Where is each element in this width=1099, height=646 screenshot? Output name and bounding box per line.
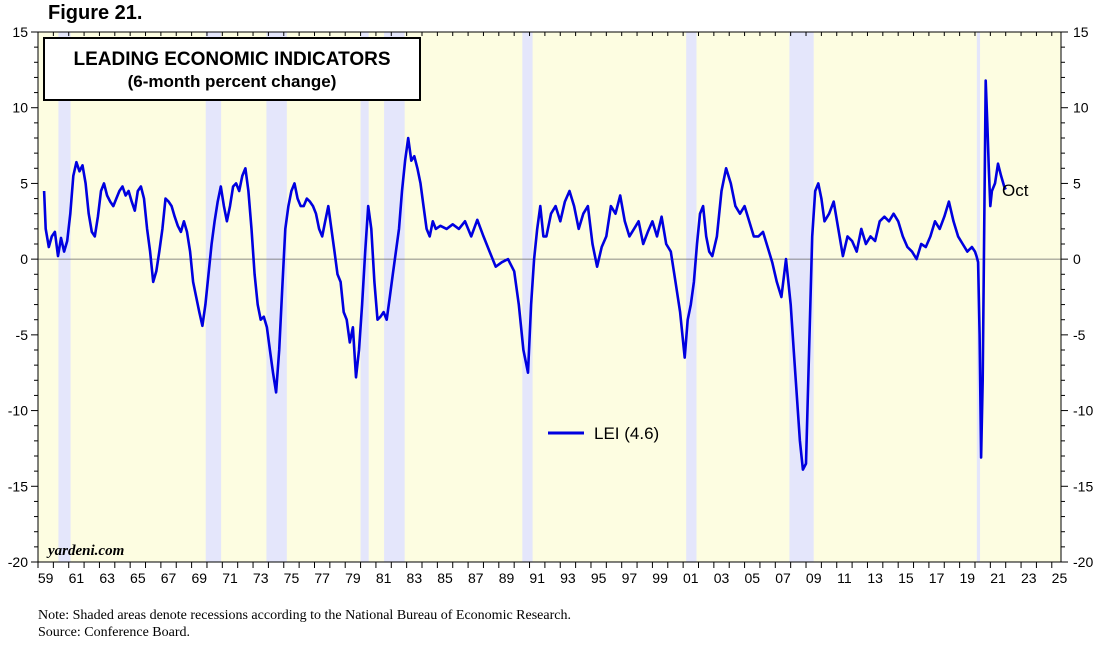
x-tick-label: 63 bbox=[99, 570, 115, 586]
x-tick-label: 19 bbox=[960, 570, 976, 586]
legend-label: LEI (4.6) bbox=[594, 424, 659, 443]
x-tick-label: 21 bbox=[990, 570, 1006, 586]
y-tick-label-left: 5 bbox=[20, 175, 28, 191]
recession-band bbox=[58, 32, 71, 562]
legend: LEI (4.6) bbox=[548, 424, 659, 443]
plot-background bbox=[38, 32, 1061, 562]
figure-label: Figure 21. bbox=[48, 2, 143, 24]
recession-band bbox=[266, 32, 287, 562]
x-tick-label: 61 bbox=[69, 570, 85, 586]
x-tick-label: 81 bbox=[376, 570, 392, 586]
x-tick-label: 07 bbox=[775, 570, 791, 586]
x-tick-label: 05 bbox=[744, 570, 760, 586]
y-tick-label-left: -20 bbox=[8, 554, 28, 570]
y-tick-label-right: -5 bbox=[1073, 327, 1086, 343]
x-tick-label: 67 bbox=[161, 570, 177, 586]
x-tick-label: 77 bbox=[314, 570, 330, 586]
x-tick-label: 25 bbox=[1052, 570, 1068, 586]
x-tick-label: 17 bbox=[929, 570, 945, 586]
y-tick-label-right: -15 bbox=[1073, 478, 1093, 494]
x-tick-label: 95 bbox=[591, 570, 607, 586]
x-axis: 59 61 63 65 67 69 71 73 75 77 79 81 83 85 87 89 91 93 95 97… bbox=[37, 32, 1068, 586]
y-axis-right: -20 -15 -10 -5 0 5 10 15 bbox=[1061, 24, 1093, 570]
y-tick-label-right: 10 bbox=[1073, 100, 1089, 116]
plot-frame bbox=[37, 31, 1062, 563]
x-tick-label: 59 bbox=[38, 570, 54, 586]
y-tick-label-left: 15 bbox=[12, 24, 28, 40]
x-tick-label: 97 bbox=[622, 570, 638, 586]
plot-area bbox=[38, 32, 1061, 562]
y-tick-label-right: 0 bbox=[1073, 251, 1081, 267]
x-tick-label: 01 bbox=[683, 570, 699, 586]
y-tick-label-left: 10 bbox=[12, 100, 28, 116]
x-tick-label: 87 bbox=[468, 570, 484, 586]
x-tick-label: 23 bbox=[1021, 570, 1037, 586]
x-tick-label: 09 bbox=[806, 570, 822, 586]
x-tick-label: 91 bbox=[529, 570, 545, 586]
x-tick-label: 11 bbox=[837, 570, 852, 586]
x-tick-label: 71 bbox=[222, 570, 238, 586]
y-axis-left: -20 -15 -10 -5 0 5 10 15 bbox=[8, 24, 38, 570]
recession-band bbox=[360, 32, 369, 562]
x-tick-label: 89 bbox=[499, 570, 515, 586]
plot-border bbox=[37, 31, 1062, 563]
series-line-lei bbox=[42, 79, 1007, 471]
y-tick-label-right: 5 bbox=[1073, 175, 1081, 191]
chart-title-box: LEADING ECONOMIC INDICATORS (6-month per… bbox=[43, 37, 421, 101]
recession-band bbox=[384, 32, 405, 562]
recession-band bbox=[522, 32, 533, 562]
chart-title: LEADING ECONOMIC INDICATORS bbox=[73, 49, 390, 70]
x-tick-label: 99 bbox=[652, 570, 668, 586]
x-tick-label: 73 bbox=[253, 570, 269, 586]
x-tick-label: 83 bbox=[407, 570, 423, 586]
x-tick-label: 85 bbox=[437, 570, 453, 586]
x-tick-label: 15 bbox=[898, 570, 914, 586]
source-line: Source: Conference Board. bbox=[38, 625, 190, 640]
x-tick-label: 79 bbox=[345, 570, 361, 586]
y-tick-label-left: 0 bbox=[20, 251, 28, 267]
x-tick-label: 65 bbox=[130, 570, 146, 586]
chart-subtitle: (6-month percent change) bbox=[128, 72, 337, 91]
watermark: yardeni.com bbox=[46, 543, 124, 559]
recession-band bbox=[205, 32, 222, 562]
y-tick-label-right: -10 bbox=[1073, 403, 1093, 419]
chart-notes: Note: Shaded areas denote recessions acc… bbox=[38, 607, 571, 641]
y-tick-label-left: -10 bbox=[8, 403, 28, 419]
y-tick-label-left: -5 bbox=[16, 327, 29, 343]
x-tick-label: 75 bbox=[284, 570, 300, 586]
x-tick-label: 03 bbox=[714, 570, 730, 586]
x-tick-label: 93 bbox=[560, 570, 576, 586]
y-tick-label-right: -20 bbox=[1073, 554, 1093, 570]
x-tick-label: 13 bbox=[867, 570, 883, 586]
x-tick-label: 69 bbox=[191, 570, 207, 586]
y-tick-label-right: 15 bbox=[1073, 24, 1089, 40]
series-lei bbox=[42, 79, 1007, 471]
end-label: Oct bbox=[1002, 181, 1029, 200]
note-line: Note: Shaded areas denote recessions acc… bbox=[38, 608, 571, 623]
y-tick-label-left: -15 bbox=[8, 478, 28, 494]
